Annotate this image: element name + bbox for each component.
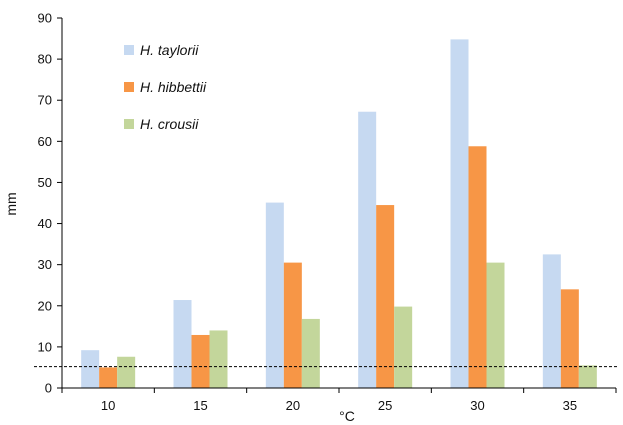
x-axis-title: °C <box>339 408 355 424</box>
bar-h-crousii-10 <box>117 356 136 388</box>
bar-h-hibbettii-15 <box>191 334 210 388</box>
y-tick-label: 80 <box>38 52 52 67</box>
y-tick-label: 0 <box>45 381 52 396</box>
legend-label-h-hibbettii: H. hibbettii <box>140 79 207 95</box>
bar-h-hibbettii-25 <box>376 205 395 388</box>
legend-label-h-taylorii: H. taylorii <box>140 42 199 58</box>
bar-h-taylorii-20 <box>265 202 284 388</box>
bar-h-taylorii-25 <box>358 111 377 388</box>
bar-h-crousii-35 <box>578 365 597 388</box>
bar-h-taylorii-30 <box>450 39 469 388</box>
y-tick-label: 40 <box>38 216 52 231</box>
x-tick-label: 35 <box>563 398 577 413</box>
bar-h-hibbettii-30 <box>468 146 487 388</box>
bar-h-taylorii-15 <box>173 300 192 388</box>
y-tick-label: 20 <box>38 298 52 313</box>
legend-swatch-h-crousii <box>124 119 134 129</box>
x-tick-label: 20 <box>286 398 300 413</box>
x-tick-label: 15 <box>193 398 207 413</box>
legend-swatch-h-taylorii <box>124 45 134 55</box>
bar-h-crousii-30 <box>486 262 505 388</box>
bar-h-hibbettii-35 <box>560 289 579 388</box>
x-tick-label: 25 <box>378 398 392 413</box>
y-tick-label: 30 <box>38 257 52 272</box>
bar-h-crousii-25 <box>394 306 413 388</box>
bar-h-taylorii-35 <box>542 254 561 388</box>
y-tick-label: 70 <box>38 93 52 108</box>
legend-swatch-h-hibbettii <box>124 82 134 92</box>
x-tick-label: 30 <box>470 398 484 413</box>
x-tick-label: 10 <box>101 398 115 413</box>
y-tick-label: 50 <box>38 175 52 190</box>
y-tick-label: 90 <box>38 11 52 26</box>
bar-h-hibbettii-20 <box>283 262 302 388</box>
legend-label-h-crousii: H. crousii <box>140 116 199 132</box>
bar-h-crousii-20 <box>301 318 320 388</box>
bar-h-crousii-15 <box>209 330 228 388</box>
y-tick-label: 10 <box>38 339 52 354</box>
y-axis-title: mm <box>3 192 19 215</box>
y-ticks-layer: 0 10 20 30 40 50 60 70 80 90 <box>38 11 62 396</box>
x-ticks-layer: 10 15 20 25 30 35 <box>61 388 617 413</box>
legend: H. taylorii H. hibbettii H. crousii <box>124 42 207 132</box>
bar-h-taylorii-10 <box>81 350 100 388</box>
bar-h-hibbettii-10 <box>99 367 118 388</box>
bars-layer <box>81 39 597 388</box>
y-tick-label: 60 <box>38 134 52 149</box>
